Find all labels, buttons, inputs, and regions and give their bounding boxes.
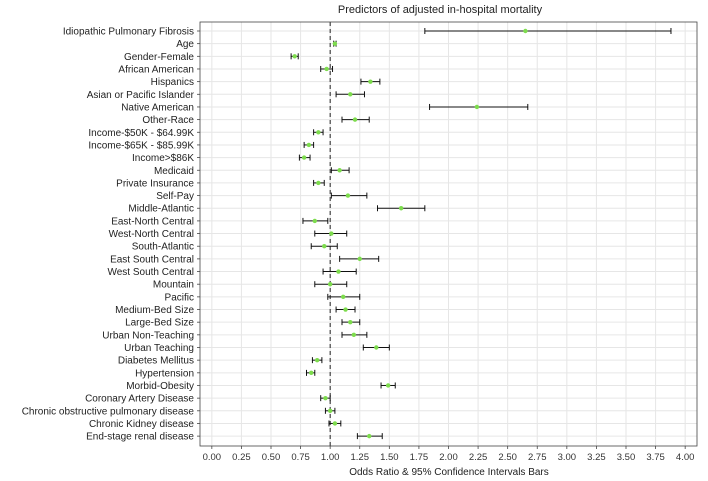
category-label: East South Central — [110, 254, 194, 265]
category-label: Medicaid — [154, 166, 194, 177]
category-label: Mountain — [153, 280, 194, 291]
category-label: Asian or Pacific Islander — [87, 90, 195, 101]
category-label: End-stage renal disease — [86, 432, 194, 443]
category-label: Large-Bed Size — [125, 318, 194, 329]
x-tick-labels: 0.00 0.25 0.50 0.75 1.00 1.25 1.50 1.75 2.00 2.25… — [203, 446, 695, 463]
category-label: Coronary Artery Disease — [85, 394, 194, 405]
category-label: Pacific — [165, 292, 194, 303]
odds-ratio-point — [306, 142, 312, 148]
odds-ratio-point — [474, 104, 480, 110]
odds-ratio-point — [322, 244, 327, 249]
category-label: African American — [118, 64, 194, 75]
x-tick-label: 3.75 — [646, 452, 665, 463]
x-tick-label: 2.00 — [439, 452, 458, 463]
x-tick-label: 1.00 — [321, 452, 340, 463]
odds-ratio-point — [523, 28, 528, 34]
category-label: Urban Non-Teaching — [102, 330, 194, 341]
odds-ratio-point — [337, 168, 342, 173]
category-label: Age — [176, 39, 194, 50]
category-label: Medium-Bed Size — [115, 305, 194, 316]
points-layer — [292, 28, 528, 439]
category-label: Hypertension — [135, 368, 194, 379]
odds-ratio-point — [309, 370, 314, 376]
x-tick-label: 4.00 — [676, 452, 695, 463]
x-tick-label: 1.75 — [410, 452, 429, 463]
odds-ratio-point — [351, 332, 357, 338]
category-label: Morbid-Obesity — [126, 381, 194, 392]
odds-ratio-point — [343, 307, 348, 312]
odds-ratio-point — [385, 383, 391, 388]
odds-ratio-point — [327, 408, 333, 413]
category-label: Urban Teaching — [124, 343, 194, 354]
category-label: West-North Central — [109, 229, 194, 240]
odds-ratio-point — [357, 256, 362, 262]
category-label: Chronic obstructive pulmonary disease — [22, 406, 195, 417]
category-label: Hispanics — [151, 77, 194, 88]
category-label: South-Atlantic — [132, 242, 194, 253]
odds-ratio-point — [352, 117, 358, 122]
category-label: West South Central — [107, 267, 194, 278]
x-tick-label: 1.25 — [351, 452, 370, 463]
x-axis-label: Odds Ratio & 95% Confidence Intervals Ba… — [349, 467, 549, 478]
x-tick-label: 2.75 — [528, 452, 547, 463]
odds-ratio-point — [348, 92, 353, 97]
category-label: Income>$86K — [132, 153, 194, 164]
odds-ratio-point — [368, 79, 373, 84]
category-label: Middle-Atlantic — [128, 204, 194, 215]
category-label: Private Insurance — [116, 178, 194, 189]
odds-ratio-point — [323, 395, 328, 401]
plot-panel — [199, 21, 698, 447]
odds-ratio-point — [336, 269, 341, 274]
category-label: Gender-Female — [124, 52, 194, 63]
category-label: Chronic Kidney disease — [89, 419, 194, 430]
odds-ratio-point — [312, 218, 317, 224]
x-tick-label: 0.25 — [232, 452, 251, 463]
category-label: East-North Central — [111, 216, 194, 227]
odds-ratio-point — [398, 206, 404, 211]
x-tick-label: 3.00 — [558, 452, 577, 463]
category-label: Other-Race — [142, 115, 194, 126]
odds-ratio-point — [314, 357, 320, 363]
odds-ratio-point — [340, 294, 346, 300]
x-tick-label: 1.50 — [380, 452, 399, 463]
category-label: Idiopathic Pulmonary Fibrosis — [63, 27, 194, 38]
odds-ratio-point — [327, 282, 333, 287]
odds-ratio-point — [324, 66, 329, 72]
x-tick-label: 2.50 — [498, 452, 517, 463]
odds-ratio-point — [332, 41, 338, 46]
odds-ratio-point — [348, 319, 353, 325]
x-tick-label: 0.00 — [203, 452, 222, 463]
odds-ratio-point — [316, 130, 321, 135]
x-tick-label: 0.50 — [262, 452, 281, 463]
odds-ratio-point — [292, 54, 297, 59]
x-tick-label: 0.75 — [291, 452, 310, 463]
odds-ratio-point — [332, 421, 338, 426]
x-tick-label: 2.25 — [469, 452, 488, 463]
grid-layer — [200, 22, 697, 446]
x-tick-label: 3.25 — [587, 452, 606, 463]
category-label: Self-Pay — [156, 191, 194, 202]
odds-ratio-point — [329, 231, 334, 236]
odds-ratio-point — [367, 433, 372, 439]
chart-title: Predictors of adjusted in-hospital morta… — [338, 4, 543, 16]
x-tick-label: 3.50 — [617, 452, 636, 463]
odds-ratio-point — [301, 155, 307, 160]
category-label: Native American — [121, 102, 194, 113]
category-label: Diabetes Mellitus — [118, 356, 194, 367]
odds-ratio-point — [345, 193, 351, 198]
odds-ratio-point — [374, 345, 379, 350]
category-label: Income-$50K - $64.99K — [88, 128, 194, 139]
category-label: Income-$65K - $85.99K — [88, 140, 194, 151]
odds-ratio-point — [316, 180, 321, 186]
